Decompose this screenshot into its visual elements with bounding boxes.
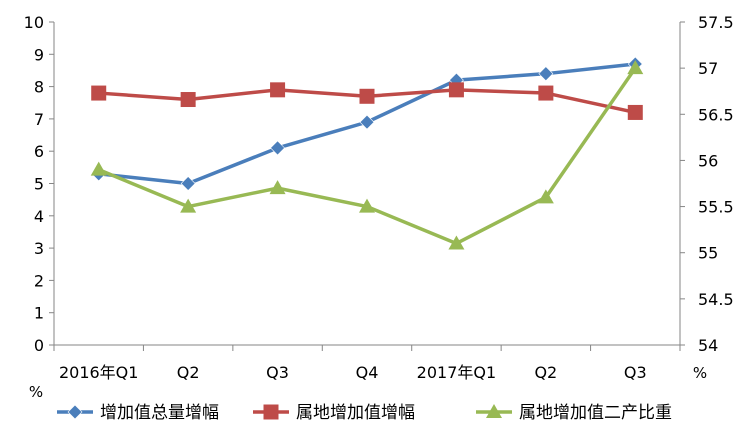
legend-label: 属地增加值二产比重 [519,403,672,423]
left-tick-label: 2 [34,271,44,290]
data-point-square [627,104,643,120]
data-point-diamond [67,404,83,420]
data-point-triangle [486,404,502,418]
right-tick-label: 57 [698,59,718,78]
left-tick-label: 3 [34,239,44,258]
right-tick-label: 56 [698,151,718,170]
data-point-diamond [359,114,375,130]
right-axis-ticks: 54 54.5 55 55.5 56 56.5 57 57.5 [680,13,734,355]
legend-label: 属地增加值增幅 [296,403,415,423]
data-point-square [263,404,279,420]
data-point-triangle [269,180,286,195]
x-tick-label: Q3 [624,363,647,382]
data-point-triangle [180,198,197,213]
data-point-square [538,85,554,101]
right-tick-label: 57.5 [698,13,734,32]
data-point-square [180,92,196,108]
right-tick-label: 55.5 [698,198,734,217]
left-tick-label: 10 [24,13,44,32]
series-layer [90,56,644,250]
data-point-diamond [180,176,196,191]
data-point-square [91,85,107,101]
left-tick-label: 0 [34,336,44,355]
data-point-diamond [270,140,285,156]
data-point-triangle [90,161,107,176]
left-tick-label: 9 [34,45,44,64]
x-tick-label: Q3 [266,363,289,382]
right-tick-label: 54 [698,336,718,355]
left-tick-label: 6 [34,142,44,161]
left-axis-unit: % [29,383,43,401]
x-tick-label: 2016年Q1 [59,363,139,382]
series-1 [91,56,643,191]
left-tick-label: 5 [34,175,44,194]
legend-item: 属地增加值二产比重 [476,403,672,423]
right-axis-unit: % [693,364,707,382]
right-tick-label: 54.5 [698,290,734,309]
left-tick-label: 8 [34,78,44,97]
legend-label: 增加值总量增幅 [100,403,219,423]
data-point-triangle [359,198,375,213]
x-tick-label: Q2 [534,363,557,382]
x-axis-ticks: 2016年Q1 Q2 Q3 Q4 2017年Q1 Q2 Q3 [53,345,681,382]
data-point-triangle [537,189,554,204]
series-3 [90,60,644,250]
legend: 增加值总量增幅 属地增加值增幅 属地增加值二产比重 [57,403,672,423]
x-tick-label: Q4 [356,363,379,382]
right-tick-label: 55 [698,244,718,263]
data-point-triangle [448,235,465,250]
data-point-square [448,82,464,98]
data-point-diamond [538,66,554,82]
data-point-square [270,82,286,98]
right-tick-label: 56.5 [698,105,734,124]
series-2 [91,82,643,120]
legend-item: 属地增加值增幅 [253,403,415,423]
data-point-square [359,88,375,104]
data-point-triangle [627,60,644,75]
left-tick-label: 1 [34,304,44,323]
left-tick-label: 7 [34,110,44,129]
left-axis-ticks: 0 1 2 3 4 5 6 7 8 9 10 [24,13,54,355]
left-tick-label: 4 [34,207,44,226]
x-tick-label: Q2 [177,363,200,382]
legend-item: 增加值总量增幅 [57,403,219,423]
x-tick-label: 2017年Q1 [417,363,497,382]
